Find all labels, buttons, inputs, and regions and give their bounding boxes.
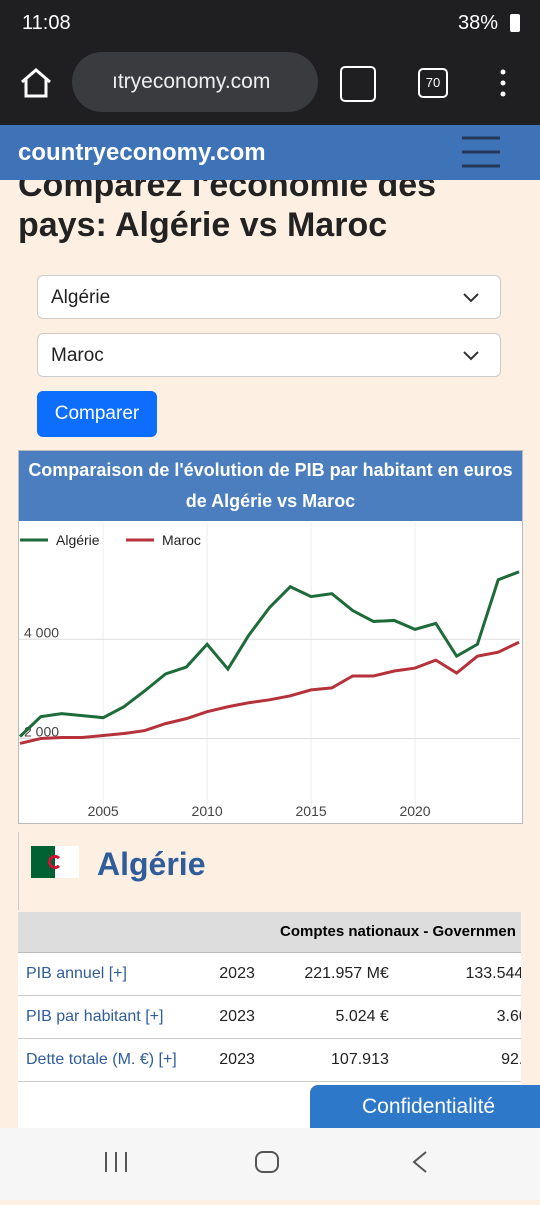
select[interactable]: Algérie <box>37 275 501 319</box>
table-cell: 2023 <box>211 995 276 1039</box>
select-text: Maroc <box>51 345 104 366</box>
flag <box>31 846 79 878</box>
battery-icon <box>510 14 520 32</box>
table-cell: 107.913 <box>275 1038 397 1082</box>
chevrons <box>463 293 479 361</box>
site-header: countryeconomy.com <box>0 125 540 180</box>
y-tick-label: 4 000 <box>24 624 59 640</box>
table-cell[interactable]: Dette totale (M. €) [+] <box>18 1038 212 1082</box>
series-line <box>18 570 520 738</box>
nav-icons[interactable] <box>0 1128 540 1200</box>
privacy-button[interactable]: Confidentialité <box>310 1085 540 1128</box>
select[interactable]: Maroc <box>37 333 501 377</box>
hamburger[interactable] <box>462 135 500 169</box>
table-cell: 133.544 M€ <box>396 953 521 996</box>
menu-button[interactable] <box>498 68 508 98</box>
series-line <box>19 640 520 745</box>
table-cell[interactable]: PIB annuel [+] <box>18 953 212 996</box>
table-cell: 2023 <box>211 953 276 996</box>
compare-button[interactable]: Comparer <box>37 391 157 437</box>
table-cell: 3.607 € <box>396 995 521 1039</box>
table-cell: 2023 <box>211 1038 276 1082</box>
time: 11:08 <box>22 12 71 34</box>
nav-bar <box>0 1128 540 1200</box>
chart: 2005 2010 2015 2020 2 000 4 000 Algérie Maroc <box>18 522 520 820</box>
translate-button[interactable] <box>340 66 376 102</box>
x-tick-label: 2010 <box>192 803 223 819</box>
address-bar[interactable]: ıtryeconomy.com <box>72 52 318 112</box>
data-table: Comptes nationaux - Governmen PIB annuel… <box>18 912 521 1128</box>
chart-title: Comparaison de l'évolution de PIB par ha… <box>19 451 522 521</box>
url: ıtryeconomy.com <box>112 70 271 93</box>
system-and-browser-bar: 11:08 38% ıtryeconomy.com 70 <box>0 0 540 125</box>
table-cell: 92.773 <box>396 1038 521 1082</box>
brand[interactable]: countryeconomy.com <box>18 139 266 166</box>
battery: 38% <box>458 12 499 34</box>
table-cell: 5.024 € <box>275 995 397 1039</box>
select-text: Algérie <box>51 287 111 308</box>
x-tick-label: 2015 <box>296 803 327 819</box>
table-header: Comptes nationaux - Governmen <box>18 912 521 953</box>
legend-label: Maroc <box>162 532 201 548</box>
tabs-button[interactable]: 70 <box>418 68 448 98</box>
table-cell[interactable]: PIB par habitant [+] <box>18 995 212 1039</box>
privacy-text: Confidentialité <box>362 1095 496 1118</box>
y-tick-label: 2 000 <box>24 723 59 739</box>
table-cell: 221.957 M€ <box>275 953 397 996</box>
country-section: Algérie <box>18 832 522 910</box>
country-name: Algérie <box>97 846 206 882</box>
chart-box: Comparaison de l'évolution de PIB par ha… <box>18 450 523 824</box>
home-button[interactable] <box>18 66 54 100</box>
x-tick-label: 2005 <box>88 803 119 819</box>
legend-label: Algérie <box>56 532 100 548</box>
x-tick-label: 2020 <box>399 803 430 819</box>
